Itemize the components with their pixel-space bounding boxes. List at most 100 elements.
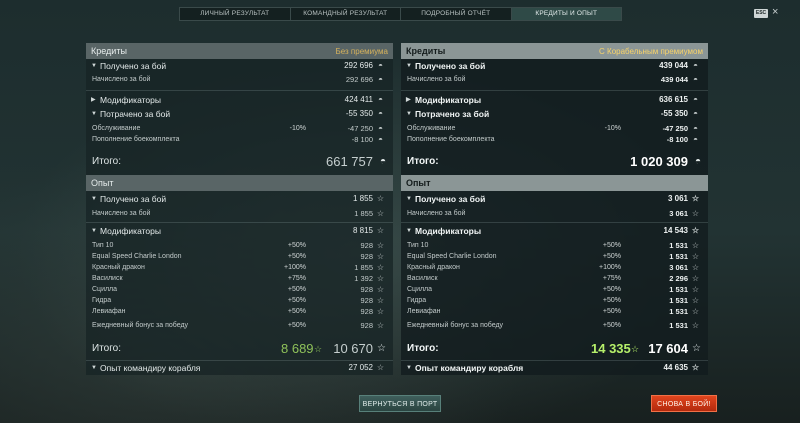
premium-label: Без премиума: [335, 46, 388, 56]
xp-star-icon: ☆: [691, 285, 700, 294]
close-icon[interactable]: ×: [772, 6, 779, 18]
premium-label: С Корабельным премиумом: [599, 46, 703, 56]
panel-no-premium: Кредиты Без премиума ▼ Получено за бой 2…: [86, 43, 393, 375]
credits-earned-row[interactable]: ▼ Получено за бой 439 044 ◓: [401, 59, 708, 73]
xp-star-icon: ☆: [376, 194, 385, 203]
service-row: Обслуживание -10% -47 250 ◓: [401, 123, 708, 134]
credits-modifiers-row[interactable]: ▶ Модификаторы 636 615 ◓: [401, 93, 708, 107]
xp-total-base: 8 689: [281, 341, 314, 356]
credits-accrued-row: Начислено за бой 439 044 ◓: [401, 74, 708, 85]
credits-spent-row[interactable]: ▼ Потрачено за бой -55 350 ◓: [86, 107, 393, 121]
xp-header: Опыт: [86, 175, 393, 191]
xp-star-icon: ☆: [691, 263, 700, 272]
credit-coin-icon: ◓: [694, 156, 701, 167]
return-to-port-button[interactable]: ВЕРНУТЬСЯ В ПОРТ: [359, 395, 441, 412]
credit-coin-icon: ◓: [378, 124, 383, 133]
battle-again-button[interactable]: СНОВА В БОЙ!: [651, 395, 717, 412]
credit-coin-icon: ◓: [378, 95, 383, 104]
credit-coin-icon: ◓: [378, 75, 383, 84]
triangle-right-icon: ▶: [406, 97, 411, 103]
xp-star-icon: ☆: [692, 343, 701, 354]
daily-bonus-row: Ежедневный бонус за победу +50% 1 531 ☆: [407, 321, 700, 330]
credits-total-row: Итого: 661 757 ◓: [86, 152, 393, 172]
tab-detailed-report[interactable]: ПОДРОБНЫЙ ОТЧЁТ: [401, 8, 512, 20]
xp-star-icon: ☆: [691, 363, 700, 372]
xp-star-icon: ☆: [691, 274, 700, 283]
xp-star-icon: ☆: [376, 252, 385, 261]
xp-star-icon: ☆: [376, 241, 385, 250]
xp-accrued-row: Начислено за бой 3 061 ☆: [407, 209, 700, 218]
modifier-row: Левиафан +50% 928 ☆: [92, 307, 385, 316]
modifier-row: Сцилла +50% 928 ☆: [92, 285, 385, 294]
xp-star-icon: ☆: [376, 226, 385, 235]
ammo-row: Пополнение боекомплекта -8 100 ◓: [401, 134, 708, 145]
xp-modifiers-row[interactable]: ▼ Модификаторы 14 543 ☆: [406, 226, 700, 236]
modifier-row: Сцилла +50% 1 531 ☆: [407, 285, 700, 294]
credits-earned-row[interactable]: ▼ Получено за бой 292 696 ◓: [86, 59, 393, 73]
xp-star-icon: ☆: [691, 209, 700, 218]
xp-star-icon: ☆: [376, 363, 385, 372]
xp-star-icon: ☆: [691, 296, 700, 305]
credit-coin-icon: ◓: [379, 156, 386, 167]
xp-star-icon: ☆: [376, 285, 385, 294]
tab-team-result[interactable]: КОМАНДНЫЙ РЕЗУЛЬТАТ: [291, 8, 401, 20]
esc-key-badge[interactable]: ESC: [754, 9, 768, 18]
xp-title: Опыт: [91, 178, 114, 188]
ammo-row: Пополнение боекомплекта -8 100 ◓: [86, 134, 393, 145]
triangle-icon: ▼: [406, 196, 412, 202]
credit-coin-icon: ◓: [693, 135, 698, 144]
xp-total-row: Итого: 14 335 ☆ 17 604 ☆: [401, 339, 708, 359]
triangle-icon: ▼: [91, 63, 97, 69]
xp-star-icon: ☆: [376, 321, 385, 330]
credit-coin-icon: ◓: [693, 95, 698, 104]
credit-coin-icon: ◓: [693, 124, 698, 133]
modifier-row: Левиафан +50% 1 531 ☆: [407, 307, 700, 316]
credits-total-row: Итого: 1 020 309 ◓: [401, 152, 708, 172]
xp-earned-row[interactable]: ▼ Получено за бой 3 061 ☆: [406, 194, 700, 204]
credit-coin-icon: ◓: [693, 61, 698, 70]
triangle-icon: ▼: [406, 111, 412, 117]
xp-title: Опыт: [406, 178, 431, 188]
xp-star-icon: ☆: [376, 296, 385, 305]
divider: [86, 360, 393, 361]
modifier-row: Красный дракон +100% 3 061 ☆: [407, 263, 700, 272]
xp-star-icon: ☆: [691, 321, 700, 330]
xp-star-icon: ☆: [376, 263, 385, 272]
divider: [401, 90, 708, 91]
modifier-row: Гидра +50% 1 531 ☆: [407, 296, 700, 305]
panel-ship-premium: Кредиты С Корабельным премиумом ▼ Получе…: [401, 43, 708, 375]
credits-spent-row[interactable]: ▼ Потрачено за бой -55 350 ◓: [401, 107, 708, 121]
divider: [86, 222, 393, 223]
triangle-icon: ▼: [91, 111, 97, 117]
modifier-row: Тип 10 +50% 928 ☆: [92, 241, 385, 250]
triangle-icon: ▼: [406, 365, 412, 371]
credits-title: Кредиты: [91, 46, 127, 56]
modifier-row: Equal Speed Charlie London +50% 1 531 ☆: [407, 252, 700, 261]
triangle-icon: ▼: [406, 63, 412, 69]
xp-star-icon: ☆: [631, 344, 640, 354]
xp-modifiers-row[interactable]: ▼ Модификаторы 8 815 ☆: [91, 226, 385, 236]
modifier-row: Василиск +75% 2 296 ☆: [407, 274, 700, 283]
tab-bar: ЛИЧНЫЙ РЕЗУЛЬТАТ КОМАНДНЫЙ РЕЗУЛЬТАТ ПОД…: [179, 7, 622, 21]
credits-title: Кредиты: [406, 46, 446, 56]
credits-header: Кредиты С Корабельным премиумом: [401, 43, 708, 59]
tab-credits-xp[interactable]: КРЕДИТЫ И ОПЫТ: [511, 8, 621, 20]
credit-coin-icon: ◓: [378, 61, 383, 70]
commander-xp-row[interactable]: ▼ Опыт командиру корабля 44 635 ☆: [406, 363, 700, 373]
commander-xp-row[interactable]: ▼ Опыт командиру корабля 27 052 ☆: [91, 363, 385, 373]
xp-star-icon: ☆: [377, 343, 386, 354]
credit-coin-icon: ◓: [378, 109, 383, 118]
xp-header: Опыт: [401, 175, 708, 191]
modifier-row: Тип 10 +50% 1 531 ☆: [407, 241, 700, 250]
modifier-row: Красный дракон +100% 1 855 ☆: [92, 263, 385, 272]
xp-accrued-row: Начислено за бой 1 855 ☆: [92, 209, 385, 218]
divider: [401, 222, 708, 223]
triangle-right-icon: ▶: [91, 97, 96, 103]
tab-personal-result[interactable]: ЛИЧНЫЙ РЕЗУЛЬТАТ: [180, 8, 291, 20]
modifier-row: Equal Speed Charlie London +50% 928 ☆: [92, 252, 385, 261]
xp-earned-row[interactable]: ▼ Получено за бой 1 855 ☆: [91, 194, 385, 204]
xp-star-icon: ☆: [691, 226, 700, 235]
xp-star-icon: ☆: [376, 209, 385, 218]
credits-modifiers-row[interactable]: ▶ Модификаторы 424 411 ◓: [86, 93, 393, 107]
triangle-icon: ▼: [91, 365, 97, 371]
